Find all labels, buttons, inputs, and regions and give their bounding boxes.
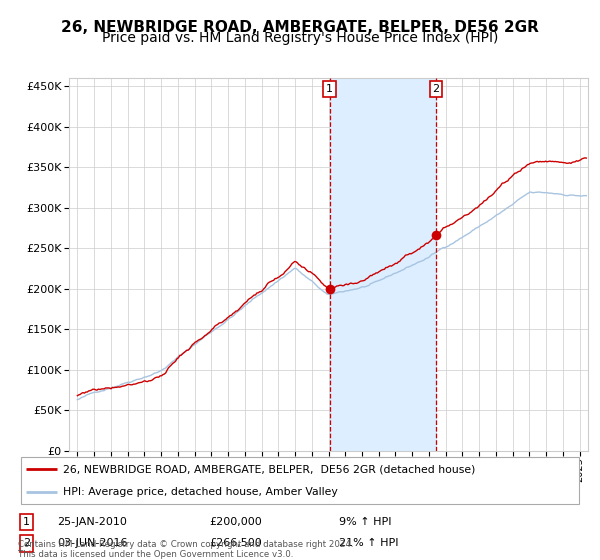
FancyBboxPatch shape [21,457,579,504]
Text: 26, NEWBRIDGE ROAD, AMBERGATE, BELPER,  DE56 2GR (detached house): 26, NEWBRIDGE ROAD, AMBERGATE, BELPER, D… [63,464,475,474]
Text: HPI: Average price, detached house, Amber Valley: HPI: Average price, detached house, Ambe… [63,487,338,497]
Text: Price paid vs. HM Land Registry's House Price Index (HPI): Price paid vs. HM Land Registry's House … [102,31,498,45]
Text: £266,500: £266,500 [210,538,263,548]
Text: 03-JUN-2016: 03-JUN-2016 [58,538,128,548]
Bar [329,78,436,451]
Text: 2: 2 [433,84,440,94]
Text: 9% ↑ HPI: 9% ↑ HPI [340,517,392,527]
Text: 25-JAN-2010: 25-JAN-2010 [58,517,127,527]
Text: Contains HM Land Registry data © Crown copyright and database right 2024.
This d: Contains HM Land Registry data © Crown c… [18,540,353,559]
Text: 26, NEWBRIDGE ROAD, AMBERGATE, BELPER, DE56 2GR: 26, NEWBRIDGE ROAD, AMBERGATE, BELPER, D… [61,20,539,35]
Text: £200,000: £200,000 [210,517,263,527]
Text: 21% ↑ HPI: 21% ↑ HPI [340,538,399,548]
Text: 1: 1 [326,84,333,94]
Text: 1: 1 [23,517,30,527]
Text: 2: 2 [23,538,30,548]
